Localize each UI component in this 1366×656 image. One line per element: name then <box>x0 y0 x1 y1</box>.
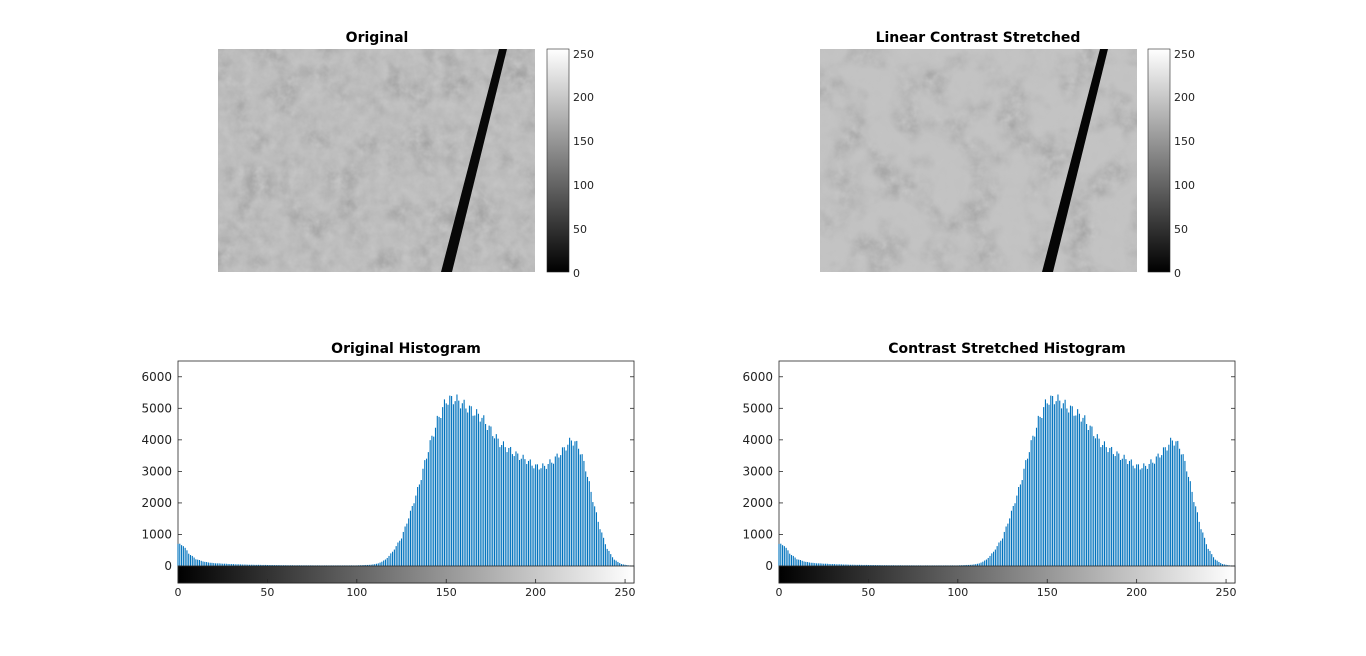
panel-title: Linear Contrast Stretched <box>876 30 1081 46</box>
y-tick-label: 5000 <box>141 401 172 415</box>
y-tick-label: 2000 <box>141 496 172 510</box>
colorbar-tick-label: 100 <box>1174 179 1195 192</box>
x-tick-label: 100 <box>346 586 367 599</box>
gray-scale-strip <box>778 565 1236 584</box>
colorbar-tick-label: 150 <box>573 135 594 148</box>
y-tick-label: 5000 <box>742 401 773 415</box>
micrograph-image <box>218 49 535 272</box>
colorbar-tick-label: 200 <box>573 91 594 104</box>
x-tick-label: 0 <box>776 586 783 599</box>
x-tick-label: 150 <box>436 586 457 599</box>
x-tick-label: 200 <box>1126 586 1147 599</box>
y-tick-label: 2000 <box>742 496 773 510</box>
y-tick-label: 1000 <box>141 527 172 541</box>
micrograph-image <box>820 49 1137 272</box>
y-tick-label: 3000 <box>141 464 172 478</box>
y-tick-label: 0 <box>164 559 172 573</box>
colorbar <box>1147 48 1171 273</box>
panel-title: Original Histogram <box>331 341 481 357</box>
colorbar-ticks: 0 50 100 150 200 250 <box>1174 48 1195 280</box>
y-tick-label: 6000 <box>742 370 773 384</box>
panel-title: Contrast Stretched Histogram <box>888 341 1125 357</box>
panel-original-histogram: Original Histogram 010002000300040005000… <box>141 341 635 599</box>
colorbar-tick-label: 0 <box>573 267 580 280</box>
x-tick-label: 200 <box>525 586 546 599</box>
colorbar-tick-label: 150 <box>1174 135 1195 148</box>
gray-scale-strip <box>177 565 635 584</box>
x-tick-label: 250 <box>1216 586 1237 599</box>
bar-series <box>778 394 1236 566</box>
y-tick-label: 0 <box>765 559 773 573</box>
y-tick-label: 4000 <box>742 433 773 447</box>
colorbar-tick-label: 100 <box>573 179 594 192</box>
y-tick-label: 6000 <box>141 370 172 384</box>
colorbar-tick-label: 0 <box>1174 267 1181 280</box>
colorbar-tick-label: 50 <box>1174 223 1188 236</box>
panel-title: Original <box>346 30 409 46</box>
x-tick-label: 0 <box>175 586 182 599</box>
colorbar-tick-label: 250 <box>1174 48 1195 61</box>
colorbar-tick-label: 50 <box>573 223 587 236</box>
panel-stretched-histogram: Contrast Stretched Histogram 01000200030… <box>742 341 1236 599</box>
bar-series <box>177 394 635 566</box>
x-tick-label: 50 <box>861 586 875 599</box>
x-tick-label: 100 <box>947 586 968 599</box>
y-tick-label: 4000 <box>141 433 172 447</box>
colorbar-tick-label: 250 <box>573 48 594 61</box>
x-tick-label: 250 <box>615 586 636 599</box>
colorbar <box>546 48 570 273</box>
y-tick-label: 1000 <box>742 527 773 541</box>
y-tick-label: 3000 <box>742 464 773 478</box>
colorbar-ticks: 0 50 100 150 200 250 <box>573 48 594 280</box>
x-tick-label: 150 <box>1037 586 1058 599</box>
x-tick-label: 50 <box>260 586 274 599</box>
panel-original-image: Original 0 50 100 150 200 250 <box>218 30 594 280</box>
panel-stretched-image: Linear Contrast Stretched 0 50 100 150 2… <box>820 30 1195 280</box>
colorbar-tick-label: 200 <box>1174 91 1195 104</box>
